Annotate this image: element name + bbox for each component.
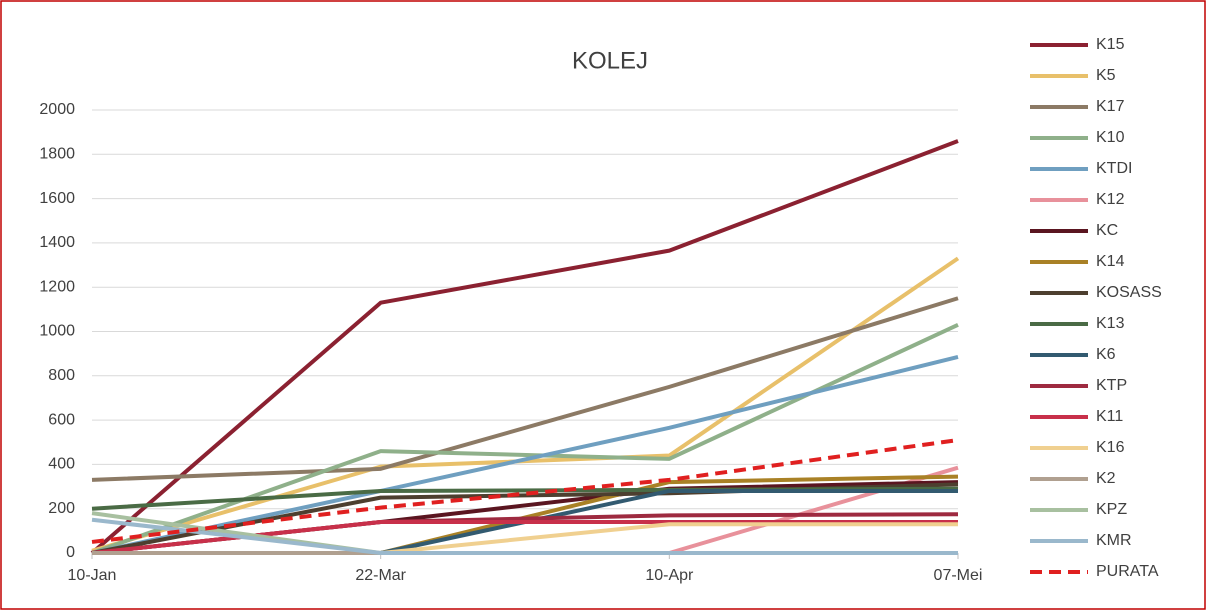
x-tick-label: 10-Apr: [645, 567, 694, 584]
y-tick-label: 1000: [39, 323, 75, 340]
series-line: [91, 517, 958, 555]
legend-label: K6: [1096, 346, 1116, 363]
legend-label: K15: [1096, 36, 1125, 53]
legend-label: K13: [1096, 315, 1125, 332]
y-tick-label: 200: [48, 500, 75, 517]
x-tick-label: 10-Jan: [68, 567, 117, 584]
legend-label: K2: [1096, 470, 1116, 487]
y-tick-label: 400: [48, 456, 75, 473]
y-tick-label: 1800: [39, 146, 75, 163]
x-tick-label: 07-Mei: [934, 567, 983, 584]
series-line: [90, 139, 959, 555]
legend-label: KC: [1096, 222, 1118, 239]
legend-label: KTDI: [1096, 160, 1132, 177]
y-tick-label: 600: [48, 411, 75, 428]
legend-label: KPZ: [1096, 501, 1127, 518]
legend-label: KOSASS: [1096, 284, 1162, 301]
chart-title: KOLEJ: [572, 47, 648, 74]
y-tick-label: 800: [48, 367, 75, 384]
legend-label: K14: [1096, 253, 1125, 270]
legend-label: K5: [1096, 67, 1116, 84]
y-tick-label: 1200: [39, 278, 75, 295]
legend-label: K11: [1096, 408, 1123, 425]
legend-label: K17: [1096, 98, 1125, 115]
series-line: [91, 355, 959, 555]
series-line: [91, 438, 959, 544]
legend-label: K16: [1096, 439, 1125, 456]
legend-label: K10: [1096, 129, 1125, 146]
series-line: [91, 296, 959, 482]
y-tick-label: 1600: [39, 190, 75, 207]
y-tick-label: 2000: [39, 101, 75, 118]
legend-label: PURATA: [1096, 563, 1159, 580]
legend-label: KMR: [1096, 532, 1132, 549]
legend-label: K12: [1096, 191, 1125, 208]
x-tick-label: 22-Mar: [355, 567, 406, 584]
y-tick-label: 0: [66, 544, 75, 561]
y-tick-label: 1400: [39, 234, 75, 251]
legend-label: KTP: [1096, 377, 1127, 394]
